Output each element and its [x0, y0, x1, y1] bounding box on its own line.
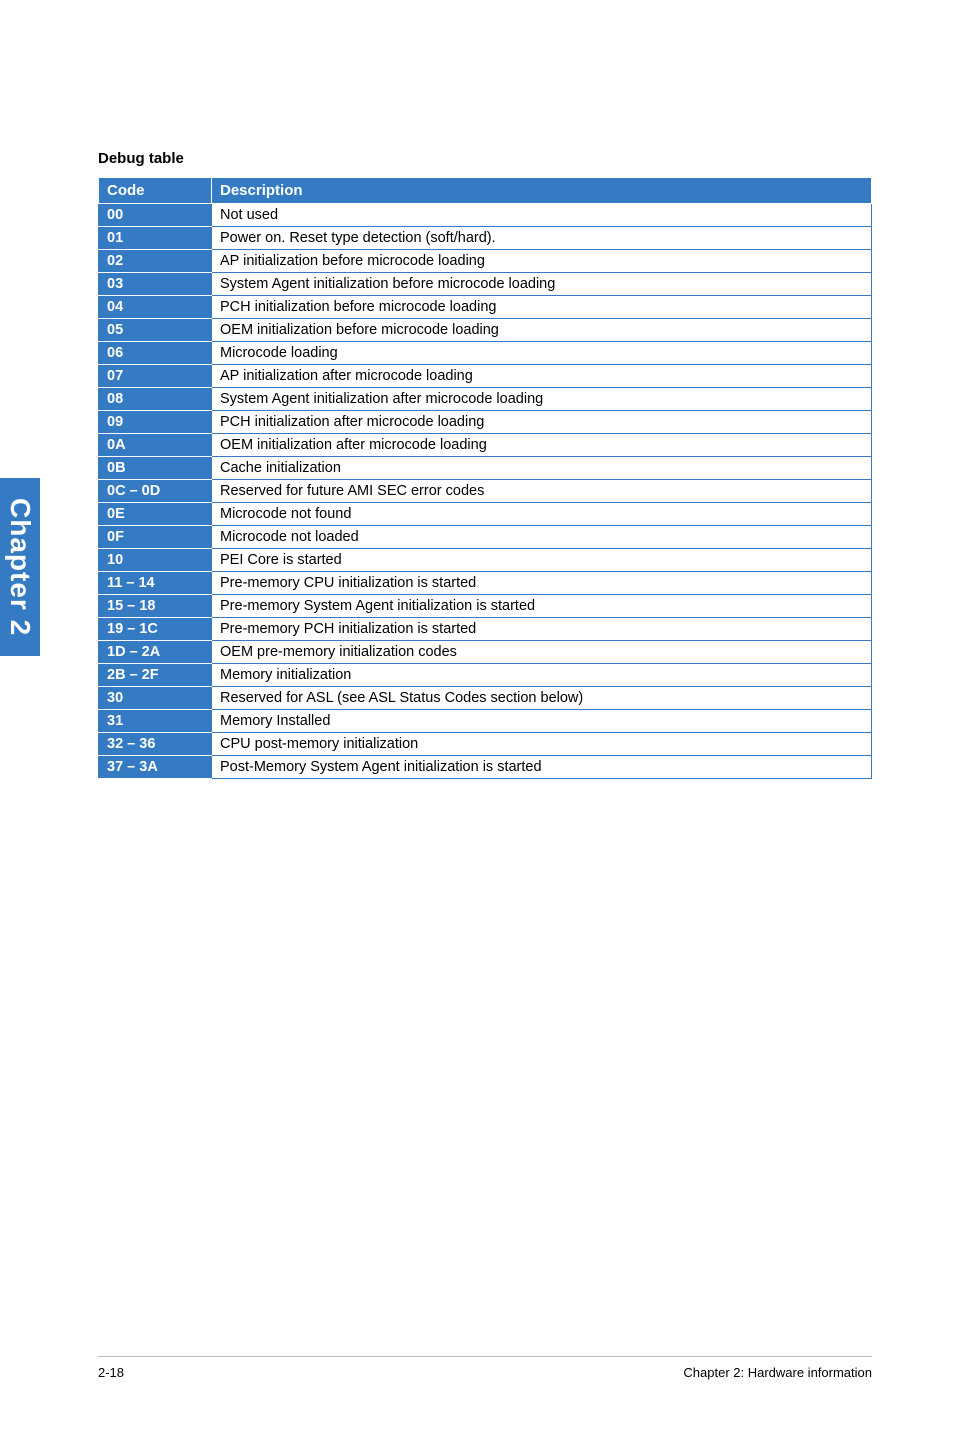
table-row: 1D – 2AOEM pre-memory initialization cod… — [99, 641, 872, 664]
side-chapter-text: Chapter 2 — [4, 498, 36, 636]
table-row: 0BCache initialization — [99, 457, 872, 480]
desc-cell: System Agent initialization before micro… — [212, 273, 872, 296]
code-cell: 10 — [99, 549, 212, 572]
table-row: 07AP initialization after microcode load… — [99, 365, 872, 388]
table-row: 0AOEM initialization after microcode loa… — [99, 434, 872, 457]
desc-cell: Memory Installed — [212, 710, 872, 733]
desc-cell: Pre-memory System Agent initialization i… — [212, 595, 872, 618]
code-cell: 2B – 2F — [99, 664, 212, 687]
desc-cell: PCH initialization before microcode load… — [212, 296, 872, 319]
desc-cell: CPU post-memory initialization — [212, 733, 872, 756]
table-row: 01Power on. Reset type detection (soft/h… — [99, 227, 872, 250]
code-cell: 0A — [99, 434, 212, 457]
page-footer: 2-18 Chapter 2: Hardware information — [0, 1356, 954, 1380]
code-cell: 15 – 18 — [99, 595, 212, 618]
table-row: 0FMicrocode not loaded — [99, 526, 872, 549]
code-cell: 30 — [99, 687, 212, 710]
desc-cell: Microcode loading — [212, 342, 872, 365]
code-cell: 07 — [99, 365, 212, 388]
table-row: 02AP initialization before microcode loa… — [99, 250, 872, 273]
desc-cell: Memory initialization — [212, 664, 872, 687]
desc-cell: Pre-memory PCH initialization is started — [212, 618, 872, 641]
desc-cell: Power on. Reset type detection (soft/har… — [212, 227, 872, 250]
code-cell: 0C – 0D — [99, 480, 212, 503]
table-row: 31Memory Installed — [99, 710, 872, 733]
code-cell: 0F — [99, 526, 212, 549]
col-header-code: Code — [99, 178, 212, 204]
code-cell: 00 — [99, 204, 212, 227]
footer-divider — [98, 1356, 872, 1357]
desc-cell: OEM initialization before microcode load… — [212, 319, 872, 342]
table-row: 30Reserved for ASL (see ASL Status Codes… — [99, 687, 872, 710]
table-row: 10PEI Core is started — [99, 549, 872, 572]
col-header-desc: Description — [212, 178, 872, 204]
code-cell: 05 — [99, 319, 212, 342]
debug-table: Code Description 00Not used01Power on. R… — [98, 177, 872, 779]
table-row: 00Not used — [99, 204, 872, 227]
side-chapter-tab: Chapter 2 — [0, 478, 40, 656]
code-cell: 01 — [99, 227, 212, 250]
code-cell: 04 — [99, 296, 212, 319]
table-row: 03System Agent initialization before mic… — [99, 273, 872, 296]
desc-cell: OEM pre-memory initialization codes — [212, 641, 872, 664]
desc-cell: PCH initialization after microcode loadi… — [212, 411, 872, 434]
code-cell: 11 – 14 — [99, 572, 212, 595]
code-cell: 37 – 3A — [99, 756, 212, 779]
table-header-row: Code Description — [99, 178, 872, 204]
table-row: 11 – 14Pre-memory CPU initialization is … — [99, 572, 872, 595]
desc-cell: PEI Core is started — [212, 549, 872, 572]
table-row: 19 – 1CPre-memory PCH initialization is … — [99, 618, 872, 641]
desc-cell: Microcode not loaded — [212, 526, 872, 549]
code-cell: 09 — [99, 411, 212, 434]
desc-cell: Pre-memory CPU initialization is started — [212, 572, 872, 595]
code-cell: 19 – 1C — [99, 618, 212, 641]
code-cell: 1D – 2A — [99, 641, 212, 664]
footer-row: 2-18 Chapter 2: Hardware information — [98, 1365, 872, 1380]
desc-cell: AP initialization after microcode loadin… — [212, 365, 872, 388]
desc-cell: Reserved for ASL (see ASL Status Codes s… — [212, 687, 872, 710]
code-cell: 31 — [99, 710, 212, 733]
table-row: 09PCH initialization after microcode loa… — [99, 411, 872, 434]
table-row: 05OEM initialization before microcode lo… — [99, 319, 872, 342]
desc-cell: Microcode not found — [212, 503, 872, 526]
table-row: 15 – 18Pre-memory System Agent initializ… — [99, 595, 872, 618]
desc-cell: System Agent initialization after microc… — [212, 388, 872, 411]
desc-cell: Not used — [212, 204, 872, 227]
table-row: 0C – 0DReserved for future AMI SEC error… — [99, 480, 872, 503]
code-cell: 03 — [99, 273, 212, 296]
code-cell: 0B — [99, 457, 212, 480]
table-row: 04PCH initialization before microcode lo… — [99, 296, 872, 319]
desc-cell: Cache initialization — [212, 457, 872, 480]
table-row: 2B – 2FMemory initialization — [99, 664, 872, 687]
footer-chapter-label: Chapter 2: Hardware information — [683, 1365, 872, 1380]
table-row: 06Microcode loading — [99, 342, 872, 365]
desc-cell: AP initialization before microcode loadi… — [212, 250, 872, 273]
desc-cell: OEM initialization after microcode loadi… — [212, 434, 872, 457]
table-title: Debug table — [98, 150, 872, 167]
code-cell: 32 – 36 — [99, 733, 212, 756]
page-content: Debug table Code Description 00Not used0… — [0, 0, 954, 779]
table-row: 37 – 3APost-Memory System Agent initiali… — [99, 756, 872, 779]
code-cell: 0E — [99, 503, 212, 526]
table-row: 32 – 36CPU post-memory initialization — [99, 733, 872, 756]
page-number: 2-18 — [98, 1365, 124, 1380]
code-cell: 02 — [99, 250, 212, 273]
desc-cell: Reserved for future AMI SEC error codes — [212, 480, 872, 503]
table-row: 0EMicrocode not found — [99, 503, 872, 526]
code-cell: 08 — [99, 388, 212, 411]
desc-cell: Post-Memory System Agent initialization … — [212, 756, 872, 779]
table-row: 08System Agent initialization after micr… — [99, 388, 872, 411]
code-cell: 06 — [99, 342, 212, 365]
